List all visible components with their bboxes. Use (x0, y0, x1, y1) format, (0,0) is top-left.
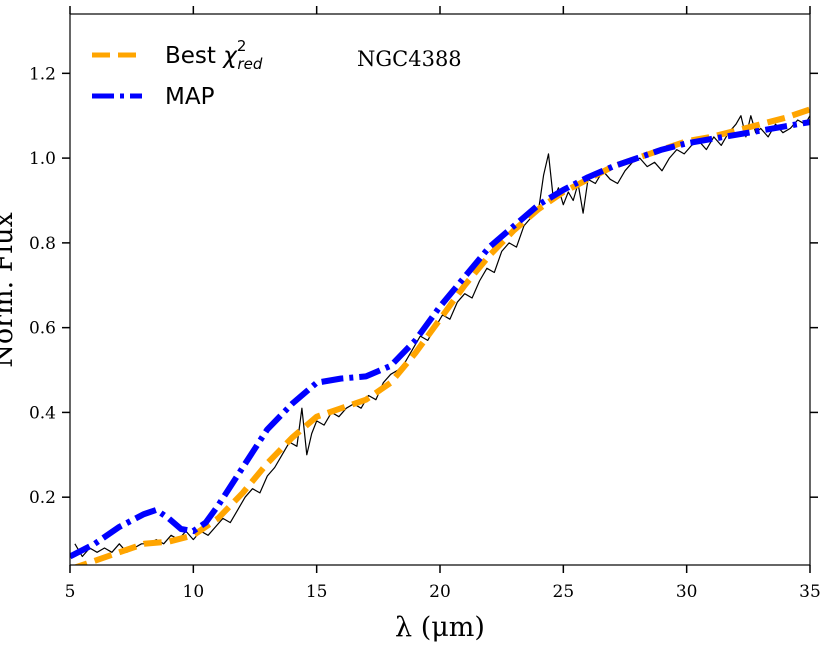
plot-area (70, 106, 810, 565)
x-axis-ticks: 5 10 15 20 25 30 35 (65, 6, 821, 602)
y-tick-label: 0.8 (29, 234, 56, 254)
y-tick-label: 1.0 (29, 149, 56, 169)
x-tick-label: 25 (553, 582, 575, 602)
x-axis-label: λ (μm) (395, 612, 485, 643)
galaxy-annotation: NGC4388 (357, 47, 462, 71)
x-tick-label: 10 (183, 582, 205, 602)
y-tick-label: 0.4 (29, 403, 56, 423)
legend-label-best: Best χ2 red (165, 37, 263, 73)
y-axis-ticks: 0.2 0.4 0.6 0.8 1.0 1.2 (29, 64, 818, 508)
legend-label-map: MAP (165, 84, 215, 110)
x-tick-label: 15 (306, 582, 328, 602)
series-line-best (73, 106, 810, 565)
legend: Best χ2 red MAP (92, 37, 263, 110)
x-tick-label: 5 (65, 582, 76, 602)
x-tick-label: 30 (676, 582, 698, 602)
y-axis-label: Norm. Flux (0, 212, 19, 368)
x-tick-label: 20 (429, 582, 451, 602)
y-tick-label: 1.2 (29, 64, 56, 84)
x-tick-label: 35 (799, 582, 821, 602)
series-line-observed (74, 115, 810, 558)
y-tick-label: 0.2 (29, 488, 56, 508)
y-tick-label: 0.6 (29, 319, 56, 339)
series-line-map (70, 119, 810, 560)
